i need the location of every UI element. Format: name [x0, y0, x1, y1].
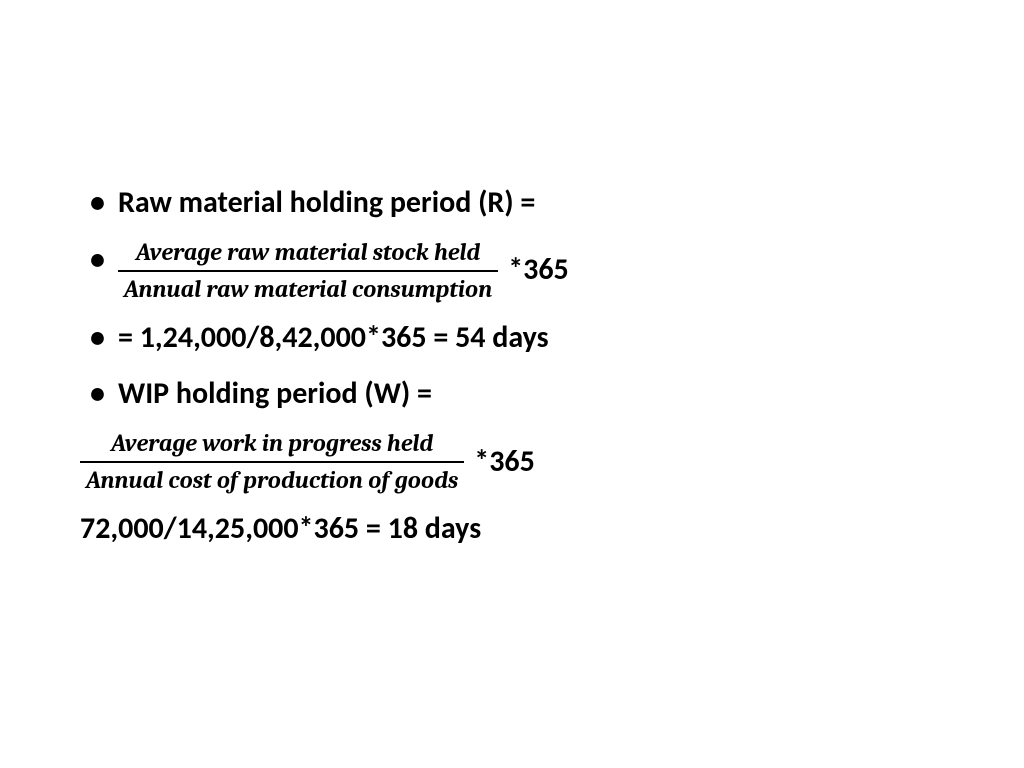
bullet-raw-material-heading: Raw material holding period (R) = — [80, 180, 944, 227]
multiplier-text: *365 — [474, 439, 535, 486]
text-line: Raw material holding period (R) = — [118, 184, 535, 221]
plain-wip-formula: Average work in progress held Annual cos… — [80, 428, 944, 496]
fraction-denominator: Annual cost of production of goods — [80, 461, 464, 496]
text-line: = 1,24,000/8,42,000*365 = 54 days — [118, 319, 549, 356]
slide-body: Raw material holding period (R) = Averag… — [0, 0, 1024, 553]
plain-wip-calc: 72,000/14,25,000*365 = 18 days — [80, 506, 944, 553]
text-line: 72,000/14,25,000*365 = 18 days — [80, 510, 481, 547]
text-line: WIP holding period (W) = — [118, 375, 432, 412]
fraction-numerator: Average work in progress held — [105, 428, 439, 461]
formula-line: Average raw material stock held Annual r… — [118, 237, 569, 305]
fraction-numerator: Average raw material stock held — [130, 237, 486, 270]
bullet-wip-heading: WIP holding period (W) = — [80, 371, 944, 418]
fraction-wip: Average work in progress held Annual cos… — [80, 428, 464, 496]
fraction-denominator: Annual raw material consumption — [118, 270, 498, 305]
formula-line: Average work in progress held Annual cos… — [80, 428, 535, 496]
fraction-raw-material: Average raw material stock held Annual r… — [118, 237, 498, 305]
bullet-raw-material-calc: = 1,24,000/8,42,000*365 = 54 days — [80, 315, 944, 362]
bullet-raw-material-formula: Average raw material stock held Annual r… — [80, 237, 944, 305]
bullet-list: Raw material holding period (R) = Averag… — [80, 180, 944, 418]
multiplier-text: *365 — [508, 247, 569, 294]
